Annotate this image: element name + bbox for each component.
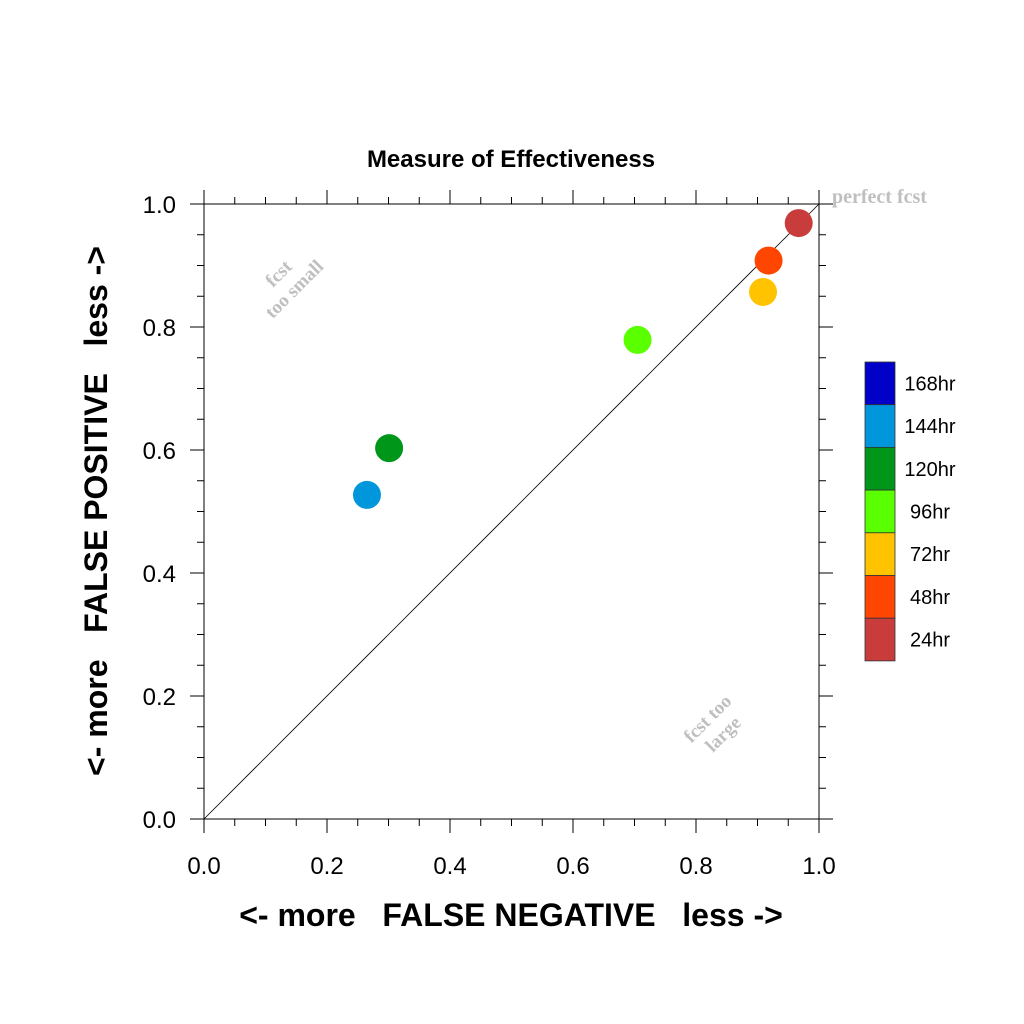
legend-swatch-48hr	[864, 575, 896, 619]
legend-label-72hr: 72hr	[910, 544, 950, 566]
point-144hr	[352, 480, 381, 509]
y-tick-label: 0.2	[143, 684, 176, 711]
legend-label-96hr: 96hr	[910, 501, 950, 523]
chart-title: Measure of Effectiveness	[367, 146, 655, 173]
perfect-forecast-line	[203, 203, 820, 820]
legend-swatch-96hr	[864, 489, 896, 534]
x-tick-label: 1.0	[802, 853, 835, 880]
y-axis-label: <- more FALSE POSITIVE less ->	[78, 246, 114, 776]
x-tick-label: 0.4	[433, 853, 466, 880]
legend-swatch-168hr	[864, 361, 896, 406]
axis-ticks	[190, 190, 833, 833]
legend: 168hr 144hr 120hr 96hr 72hr 48hr 24hr	[864, 361, 956, 662]
legend-swatch-24hr	[864, 617, 896, 662]
legend-label-168hr: 168hr	[904, 373, 955, 395]
x-tick-label: 0.2	[310, 853, 343, 880]
x-tick-label: 0.6	[556, 853, 589, 880]
y-tick-label: 0.0	[143, 807, 176, 834]
x-axis-label: <- more FALSE NEGATIVE less ->	[239, 897, 783, 933]
point-72hr	[749, 277, 778, 306]
x-tick-label: 0.8	[679, 853, 712, 880]
legend-label-48hr: 48hr	[910, 587, 950, 609]
legend-swatch-120hr	[864, 446, 896, 491]
data-points	[352, 209, 813, 509]
point-96hr	[623, 325, 652, 354]
plot-area: 0.0 0.2 0.4 0.6 0.8 1.0 0.0 0.2 0.4 0.6 0.8 1.0	[143, 190, 836, 880]
legend-label-144hr: 144hr	[904, 416, 955, 438]
y-tick-label: 0.6	[143, 438, 176, 465]
y-tick-label: 1.0	[143, 192, 176, 219]
x-tick-label: 0.0	[187, 853, 220, 880]
legend-swatch-144hr	[864, 404, 896, 448]
annotation-perfect-fcst: perfect fcst	[832, 186, 927, 208]
legend-label-120hr: 120hr	[904, 459, 955, 481]
legend-swatch-72hr	[864, 532, 896, 576]
axis-tick-labels: 0.0 0.2 0.4 0.6 0.8 1.0 0.0 0.2 0.4 0.6 0.8 1.0	[143, 192, 836, 880]
point-120hr	[375, 434, 404, 463]
point-48hr	[754, 246, 783, 275]
point-24hr	[784, 209, 813, 238]
legend-label-24hr: 24hr	[910, 630, 950, 652]
y-tick-label: 0.4	[143, 561, 176, 588]
y-tick-label: 0.8	[143, 315, 176, 342]
